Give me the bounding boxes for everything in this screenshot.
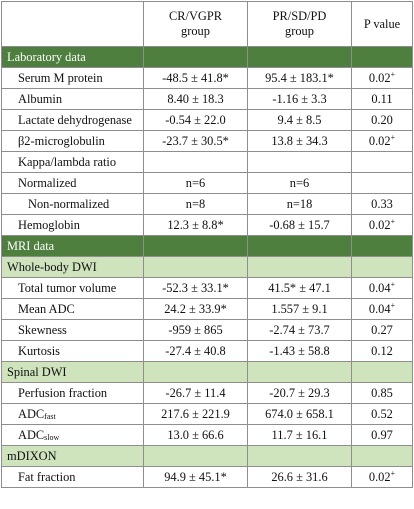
- cr-value: 13.0 ± 66.6: [143, 424, 248, 446]
- table-row: Kappa/lambda ratio: [1, 151, 413, 173]
- p-value: 0.11: [351, 88, 413, 110]
- cr-value: 12.3 ± 8.8*: [143, 214, 248, 236]
- pr-value: 26.6 ± 31.6: [247, 466, 352, 488]
- table-row: Albumin 8.40 ± 18.3 -1.16 ± 3.3 0.11: [1, 88, 413, 110]
- row-label: β2-microglobulin: [1, 130, 144, 152]
- p-value: 0.02+: [351, 466, 413, 488]
- pr-value: -2.74 ± 73.7: [247, 319, 352, 341]
- cr-value: 217.6 ± 221.9: [143, 403, 248, 425]
- cr-value: -27.4 ± 40.8: [143, 340, 248, 362]
- section-mdixon: mDIXON: [1, 445, 413, 467]
- row-label: ADCfast: [1, 403, 144, 425]
- pr-value: n=18: [247, 193, 352, 215]
- cr-value: n=6: [143, 172, 248, 194]
- table-row: Hemoglobin 12.3 ± 8.8* -0.68 ± 15.7 0.02…: [1, 214, 413, 236]
- header-p-value: P value: [351, 1, 413, 47]
- table-row: ADCslow 13.0 ± 66.6 11.7 ± 16.1 0.97: [1, 424, 413, 446]
- section-label: Whole-body DWI: [1, 256, 144, 278]
- section-label: mDIXON: [1, 445, 144, 467]
- row-label: Lactate dehydrogenase: [1, 109, 144, 131]
- p-value: 0.20: [351, 109, 413, 131]
- p-value: 0.27: [351, 319, 413, 341]
- header-pr-sd-pd: PR/SD/PD group: [247, 1, 352, 47]
- table-row: Non-normalized n=8 n=18 0.33: [1, 193, 413, 215]
- table-row: Normalized n=6 n=6: [1, 172, 413, 194]
- cr-value: -52.3 ± 33.1*: [143, 277, 248, 299]
- pr-value: n=6: [247, 172, 352, 194]
- table-row: Perfusion fraction -26.7 ± 11.4 -20.7 ± …: [1, 382, 413, 404]
- results-table: CR/VGPR group PR/SD/PD group P value Lab…: [1, 1, 413, 488]
- table-row: Serum M protein -48.5 ± 41.8* 95.4 ± 183…: [1, 67, 413, 89]
- header-empty-cell: [1, 1, 144, 47]
- row-label: Non-normalized: [1, 193, 144, 215]
- section-label: MRI data: [1, 235, 144, 257]
- results-table-container: CR/VGPR group PR/SD/PD group P value Lab…: [1, 1, 413, 488]
- table-row: β2-microglobulin -23.7 ± 30.5* 13.8 ± 34…: [1, 130, 413, 152]
- p-value: 0.04+: [351, 298, 413, 320]
- p-value: 0.04+: [351, 277, 413, 299]
- section-spinal-dwi: Spinal DWI: [1, 361, 413, 383]
- p-value: 0.12: [351, 340, 413, 362]
- pr-value: -1.16 ± 3.3: [247, 88, 352, 110]
- cr-value: n=8: [143, 193, 248, 215]
- p-value: 0.52: [351, 403, 413, 425]
- section-label: Spinal DWI: [1, 361, 144, 383]
- row-label: Normalized: [1, 172, 144, 194]
- pr-value: 674.0 ± 658.1: [247, 403, 352, 425]
- row-label: Fat fraction: [1, 466, 144, 488]
- section-laboratory-data: Laboratory data: [1, 46, 413, 68]
- section-whole-body-dwi: Whole-body DWI: [1, 256, 413, 278]
- p-value: [351, 172, 413, 194]
- table-row: Skewness -959 ± 865 -2.74 ± 73.7 0.27: [1, 319, 413, 341]
- cr-value: -23.7 ± 30.5*: [143, 130, 248, 152]
- cr-value: -26.7 ± 11.4: [143, 382, 248, 404]
- row-label: Hemoglobin: [1, 214, 144, 236]
- p-value: 0.85: [351, 382, 413, 404]
- pr-value: 95.4 ± 183.1*: [247, 67, 352, 89]
- row-label: Kurtosis: [1, 340, 144, 362]
- pr-value: -20.7 ± 29.3: [247, 382, 352, 404]
- row-label: Skewness: [1, 319, 144, 341]
- row-label: Perfusion fraction: [1, 382, 144, 404]
- p-value: 0.02+: [351, 214, 413, 236]
- header-cr-vgpr: CR/VGPR group: [143, 1, 248, 47]
- p-value: 0.02+: [351, 67, 413, 89]
- table-row: Lactate dehydrogenase -0.54 ± 22.0 9.4 ±…: [1, 109, 413, 131]
- row-label: Total tumor volume: [1, 277, 144, 299]
- pr-value: 9.4 ± 8.5: [247, 109, 352, 131]
- cr-value: -48.5 ± 41.8*: [143, 67, 248, 89]
- row-label: Serum M protein: [1, 67, 144, 89]
- table-row: ADCfast 217.6 ± 221.9 674.0 ± 658.1 0.52: [1, 403, 413, 425]
- section-label: Laboratory data: [1, 46, 144, 68]
- pr-value: 41.5* ± 47.1: [247, 277, 352, 299]
- p-value: 0.33: [351, 193, 413, 215]
- row-label: ADCslow: [1, 424, 144, 446]
- cr-value: -959 ± 865: [143, 319, 248, 341]
- table-row: Total tumor volume -52.3 ± 33.1* 41.5* ±…: [1, 277, 413, 299]
- p-value: 0.02+: [351, 130, 413, 152]
- row-label: Albumin: [1, 88, 144, 110]
- pr-value: 1.557 ± 9.1: [247, 298, 352, 320]
- table-row: Mean ADC 24.2 ± 33.9* 1.557 ± 9.1 0.04+: [1, 298, 413, 320]
- cr-value: 94.9 ± 45.1*: [143, 466, 248, 488]
- table-row: Fat fraction 94.9 ± 45.1* 26.6 ± 31.6 0.…: [1, 466, 413, 488]
- pr-value: 11.7 ± 16.1: [247, 424, 352, 446]
- pr-value: -1.43 ± 58.8: [247, 340, 352, 362]
- pr-value: -0.68 ± 15.7: [247, 214, 352, 236]
- p-value: 0.97: [351, 424, 413, 446]
- row-label: Mean ADC: [1, 298, 144, 320]
- section-mri-data: MRI data: [1, 235, 413, 257]
- table-row: Kurtosis -27.4 ± 40.8 -1.43 ± 58.8 0.12: [1, 340, 413, 362]
- cr-value: -0.54 ± 22.0: [143, 109, 248, 131]
- row-label: Kappa/lambda ratio: [1, 151, 144, 173]
- table-header-row: CR/VGPR group PR/SD/PD group P value: [1, 1, 413, 47]
- pr-value: 13.8 ± 34.3: [247, 130, 352, 152]
- cr-value: 24.2 ± 33.9*: [143, 298, 248, 320]
- cr-value: 8.40 ± 18.3: [143, 88, 248, 110]
